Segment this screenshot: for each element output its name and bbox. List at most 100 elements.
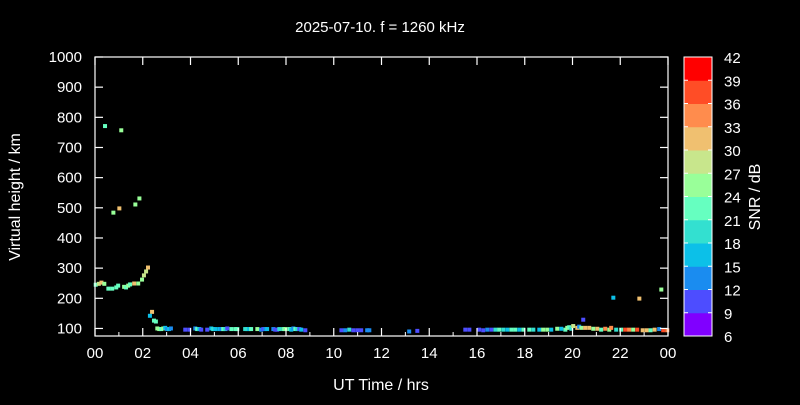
data-point (249, 327, 254, 332)
data-point (611, 295, 616, 300)
data-point (259, 327, 264, 332)
data-point (541, 327, 546, 332)
y-tick-label: 300 (57, 260, 82, 277)
data-point (255, 327, 260, 332)
x-tick-label: 02 (134, 345, 151, 362)
data-point (505, 327, 510, 332)
colorbar-segment (684, 103, 712, 128)
y-tick-label: 700 (57, 139, 82, 156)
data-point (225, 326, 230, 331)
data-point (631, 327, 636, 332)
data-point (235, 327, 240, 332)
colorbar-label: SNR / dB (747, 164, 764, 231)
x-tick-label: 16 (469, 345, 486, 362)
colorbar-tick-label: 30 (724, 143, 741, 160)
x-tick-label: 06 (230, 345, 247, 362)
y-tick-label: 500 (57, 200, 82, 217)
data-point (581, 317, 586, 322)
data-point (559, 326, 564, 331)
data-point (137, 196, 142, 201)
data-point (640, 328, 645, 333)
data-point (150, 309, 155, 314)
colorbar-tick-label: 15 (724, 259, 741, 276)
axes: 00 02 04 06 08 10 12 14 16 18 20 22 00 100 200 300 400 50… (49, 49, 677, 362)
data-point (146, 265, 151, 270)
colorbar-tick-label: 12 (724, 283, 741, 300)
data-point (106, 286, 111, 291)
colorbar-segment (684, 289, 712, 314)
colorbar-segment (684, 173, 712, 197)
colorbar-tick-label: 33 (724, 120, 741, 137)
data-point (485, 327, 490, 332)
data-point (501, 327, 506, 332)
colorbar-tick-label: 36 (724, 97, 741, 114)
colorbar-tick-label: 9 (724, 306, 732, 323)
x-tick-label: 18 (516, 345, 533, 362)
data-point (531, 327, 536, 332)
data-point (199, 327, 204, 332)
y-axis-label: Virtual height / km (7, 133, 24, 261)
data-point (140, 277, 145, 282)
data-point (637, 296, 642, 301)
data-point (195, 327, 200, 332)
data-point (595, 326, 600, 331)
x-tick-label: 20 (564, 345, 581, 362)
data-point (117, 206, 122, 211)
data-points (93, 124, 670, 334)
data-point (583, 325, 588, 330)
x-tick-label: 00 (87, 345, 104, 362)
data-point (517, 327, 522, 332)
data-point (277, 327, 282, 332)
data-point (136, 281, 141, 286)
y-tick-label: 1000 (49, 49, 82, 66)
x-axis-label: UT Time / hrs (333, 377, 429, 394)
colorbar-segment (684, 126, 712, 151)
data-point (116, 283, 121, 288)
colorbar-segment (684, 150, 712, 174)
colorbar-segment (684, 80, 712, 104)
data-point (124, 285, 129, 290)
data-point (265, 327, 270, 332)
data-point (509, 327, 514, 332)
data-point (183, 327, 188, 332)
data-point (111, 210, 116, 215)
data-point (211, 327, 216, 332)
data-point (343, 328, 348, 333)
data-point (623, 327, 628, 332)
x-tick-label: 22 (612, 345, 629, 362)
data-point (119, 128, 124, 133)
data-point (128, 282, 133, 287)
data-point (665, 328, 670, 333)
data-point (102, 281, 107, 286)
data-point (367, 328, 372, 333)
colorbar: 42 39 36 33 30 27 24 21 18 15 12 9 6 (683, 50, 741, 346)
plot-frame (94, 56, 669, 337)
data-point (355, 328, 360, 333)
x-tick-label: 04 (182, 345, 199, 362)
colorbar-segment (684, 196, 712, 221)
x-tick-label: 00 (660, 345, 677, 362)
data-point (497, 327, 502, 332)
data-point (521, 327, 526, 332)
data-point (347, 327, 352, 332)
colorbar-segment (684, 312, 712, 337)
data-point (644, 328, 649, 333)
y-tick-label: 200 (57, 290, 82, 307)
y-tick-label: 800 (57, 109, 82, 126)
data-point (513, 327, 518, 332)
data-point (133, 202, 138, 207)
data-point (587, 325, 592, 330)
data-point (652, 327, 657, 332)
colorbar-segment (684, 219, 712, 244)
data-point (614, 327, 619, 332)
data-point (609, 325, 614, 330)
data-point (110, 286, 115, 291)
y-tick-label: 100 (57, 320, 82, 337)
data-point (659, 287, 664, 292)
data-point (567, 325, 572, 330)
x-tick-label: 12 (373, 345, 390, 362)
colorbar-tick-label: 42 (724, 50, 741, 67)
colorbar-tick-label: 6 (724, 329, 732, 346)
data-point (569, 326, 574, 331)
data-point (283, 327, 288, 332)
